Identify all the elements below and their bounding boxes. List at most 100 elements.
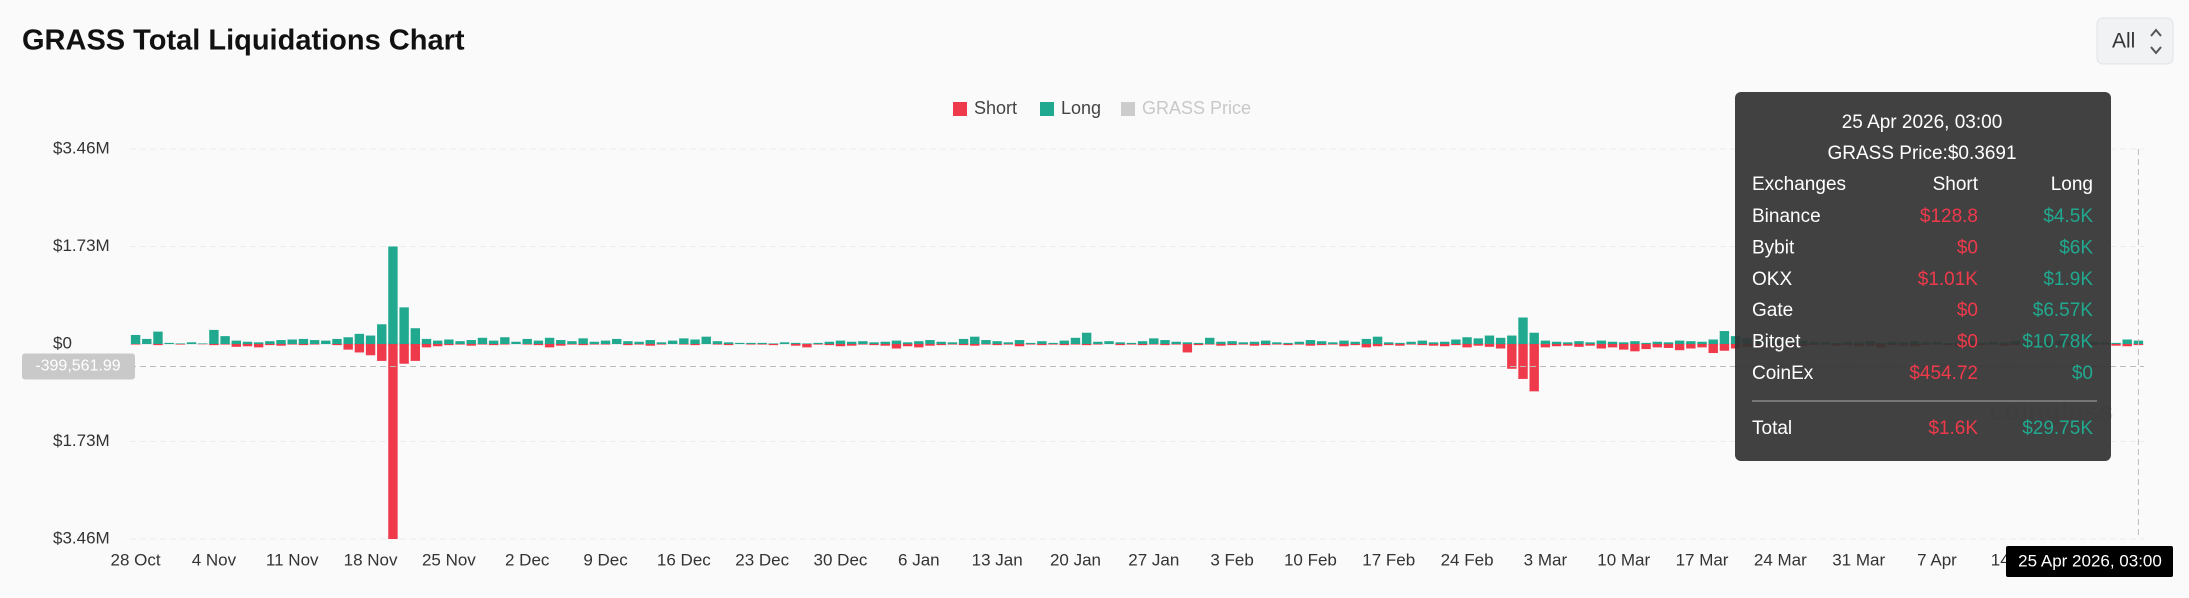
bar (846, 344, 857, 346)
tooltip-cell: $454.72 (1909, 363, 1978, 384)
bar (1216, 344, 1226, 346)
range-button-icon[interactable] (2150, 28, 2162, 55)
bar (1641, 342, 1651, 344)
range-button-label[interactable]: All (2112, 30, 2135, 53)
bar (1115, 342, 1125, 344)
bar (1619, 344, 1629, 350)
x-tick-label: 7 Apr (1917, 550, 1957, 569)
bar (186, 342, 197, 344)
bar (309, 340, 320, 344)
bar (1272, 344, 1282, 345)
y-tick-label: $3.46M (53, 528, 110, 547)
bar (142, 338, 152, 344)
range-button[interactable] (2096, 17, 2174, 65)
tooltip-cell: $1.01K (1918, 269, 1979, 290)
bar (164, 342, 174, 344)
bar (768, 344, 779, 346)
bar (265, 344, 275, 346)
bar (1529, 344, 1539, 392)
bar (1462, 344, 1472, 348)
tooltip-total: $29.75K (2022, 418, 2093, 439)
bar (1294, 341, 1304, 344)
bar (880, 341, 890, 344)
bar (1294, 344, 1304, 345)
bar (746, 342, 756, 344)
bar (1697, 344, 1707, 348)
bar (578, 338, 588, 344)
bar (690, 344, 700, 346)
crosshair-y-box (22, 353, 135, 380)
bar (802, 343, 812, 344)
bar (466, 344, 476, 346)
bar (1070, 337, 1081, 344)
x-tick-label: 11 Nov (266, 550, 319, 569)
bar (1551, 344, 1562, 347)
bar (835, 344, 846, 347)
bar (1037, 341, 1047, 344)
bar (925, 340, 935, 344)
bar (544, 344, 555, 348)
bar (1081, 332, 1092, 344)
bar (2111, 342, 2121, 344)
overlay: -399,561.99 25 Apr 2026, 03:00 25 Apr 2026… (22, 92, 2173, 577)
bar (556, 340, 566, 344)
x-tick-label: 10 Mar (1597, 550, 1650, 569)
bar (1630, 341, 1640, 344)
bar (220, 336, 230, 344)
bar (432, 340, 443, 344)
tooltip-cell: OKX (1752, 269, 1792, 290)
bar (2122, 344, 2132, 347)
bar (757, 344, 767, 345)
bar (209, 329, 219, 344)
bar (981, 344, 991, 345)
bar (1529, 332, 1539, 344)
bar (970, 336, 980, 344)
bar (477, 344, 488, 345)
bar (488, 340, 499, 344)
bar (981, 340, 991, 344)
tooltip-box (1735, 92, 2111, 461)
bar (1708, 339, 1718, 344)
bar (1428, 342, 1439, 344)
tooltip-cell: Bybit (1752, 237, 1795, 258)
x-tick-label: 24 Mar (1754, 550, 1807, 569)
bar (1305, 340, 1316, 344)
bar (1596, 344, 1607, 349)
bar (947, 344, 958, 345)
bar (813, 344, 823, 345)
bar (623, 341, 633, 344)
bar (679, 344, 689, 345)
bar (1428, 344, 1439, 346)
bar (399, 344, 409, 364)
bar (1070, 344, 1081, 345)
bar (1249, 341, 1260, 344)
tooltip-cell: $6.57K (2033, 300, 2094, 321)
bar (1439, 344, 1450, 347)
bar (947, 342, 958, 344)
bar (1160, 344, 1170, 346)
bar (1193, 342, 1204, 344)
bar (153, 331, 163, 344)
bar (1283, 342, 1293, 344)
bar (1484, 335, 1495, 344)
bar (679, 338, 689, 344)
bar (791, 344, 801, 346)
x-tick-label: 10 Feb (1284, 550, 1337, 569)
bar (936, 341, 946, 344)
bar (242, 344, 253, 347)
bar (1708, 344, 1718, 354)
bar (399, 307, 409, 344)
bar (1719, 344, 1730, 351)
bar (1182, 344, 1193, 353)
bar (309, 344, 320, 345)
x-tick-label: 17 Mar (1676, 550, 1729, 569)
bar (902, 342, 913, 344)
bar (1619, 342, 1629, 344)
bar (1171, 344, 1181, 345)
bar (1305, 344, 1316, 346)
bar (432, 344, 443, 347)
bar (1417, 340, 1428, 344)
bar (377, 344, 387, 361)
bar (1093, 341, 1103, 344)
